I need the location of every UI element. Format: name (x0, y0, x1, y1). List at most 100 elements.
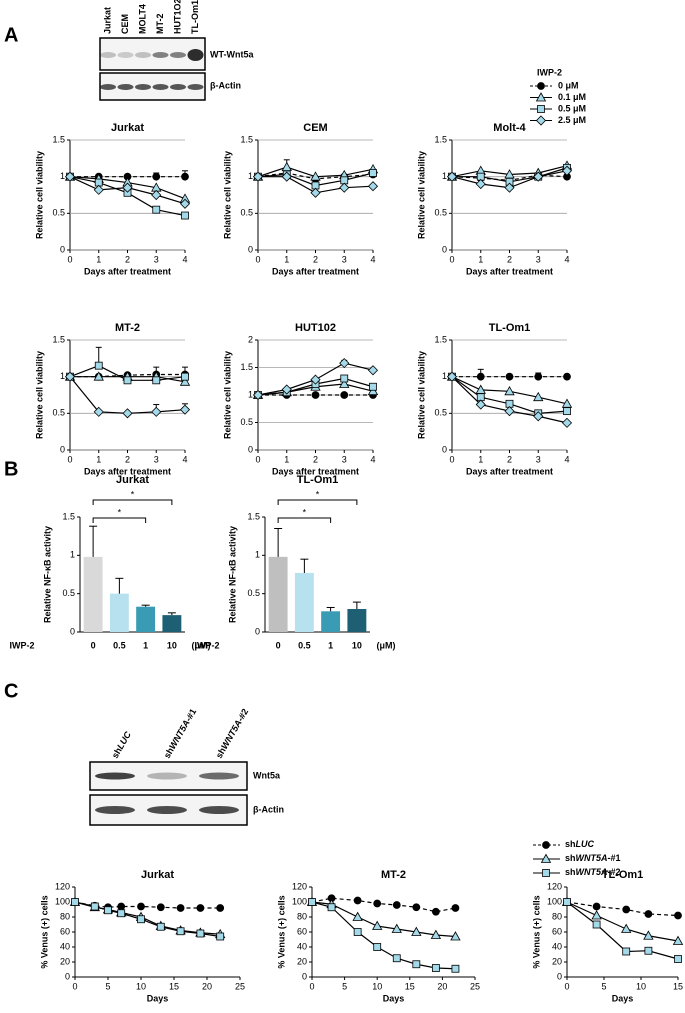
marker (644, 946, 653, 955)
error-bar (352, 601, 361, 609)
y-tick-label: 1.5 (62, 511, 75, 521)
y-tick-label: 0.5 (240, 417, 253, 427)
y-tick-label: 1 (442, 371, 447, 381)
blot-lane-label: Jurkat (102, 7, 112, 34)
x-axis-label: Days after treatment (272, 266, 359, 276)
significance-label: * (118, 507, 122, 517)
blot-box (99, 37, 206, 71)
marker (622, 947, 631, 956)
x-tick-label: 10 (167, 640, 177, 650)
significance-label: * (303, 507, 307, 517)
marker (252, 171, 264, 182)
blot-band (95, 772, 135, 780)
error-bar (89, 525, 98, 557)
marker (542, 841, 550, 849)
marker (391, 923, 402, 933)
x-tick-label: 20 (437, 981, 447, 991)
label-part: -#2 (608, 867, 621, 877)
blot-band (117, 84, 134, 90)
marker (152, 205, 161, 214)
marker (151, 189, 162, 201)
significance-bracket (92, 517, 147, 523)
blot-band (187, 84, 204, 90)
bar (136, 606, 156, 632)
marker (542, 869, 550, 877)
chart-title: Jurkat (116, 474, 149, 486)
marker (369, 382, 377, 391)
marker (475, 399, 486, 410)
x-tick-label: 1 (96, 454, 101, 464)
x-tick-label: 0 (449, 454, 454, 464)
x-tick-label: 4 (370, 454, 375, 464)
x-tick-label: 1 (478, 254, 483, 264)
x-tick-label: 4 (182, 254, 187, 264)
y-tick-label: 20 (60, 956, 70, 966)
label-part: LUC (576, 839, 595, 849)
y-tick-label: 40 (60, 941, 70, 951)
legend-label: shWNT5A-#2 (565, 867, 621, 877)
marker (563, 898, 571, 906)
x-tick-label: 10 (636, 981, 646, 991)
x-tick-label: 1 (143, 640, 148, 650)
blot-lane-label: TL-Om1 (190, 0, 200, 34)
y-tick-label: 1 (255, 550, 260, 560)
panel-label: B (4, 458, 18, 480)
legend-label: 0.1 μM (558, 92, 586, 102)
marker (446, 171, 458, 182)
y-tick-label: 1 (60, 171, 65, 181)
y-tick-label: 0 (442, 444, 447, 454)
blot-band (152, 84, 169, 90)
x-tick-label: 2 (313, 454, 318, 464)
y-tick-label: 0 (60, 244, 65, 254)
marker (430, 929, 442, 939)
chart-title: Molt-4 (493, 122, 526, 134)
marker (504, 386, 515, 396)
x-axis-label: Days after treatment (466, 266, 553, 276)
marker (367, 365, 379, 376)
x-tick-label: 4 (564, 454, 569, 464)
x-tick-label: 3 (342, 254, 347, 264)
significance-label: * (316, 489, 320, 499)
unit-label: (μM) (377, 640, 396, 650)
blot-box (99, 72, 206, 101)
y-axis-label: % Venus (+) cells (531, 895, 541, 968)
x-tick-label: 10 (352, 640, 362, 650)
x-axis-label: Days after treatment (84, 266, 171, 276)
marker (372, 920, 383, 930)
x-axis-label: Days after treatment (84, 466, 171, 476)
marker (310, 187, 321, 198)
panel-label: C (4, 680, 18, 702)
blot-lane-label: HUT1O2 (172, 0, 182, 34)
y-axis-label: Relative cell viability (416, 151, 426, 239)
bar (321, 611, 341, 632)
x-tick-label: 25 (235, 981, 245, 991)
unit-label: (μM) (192, 640, 211, 650)
x-tick-label: 3 (154, 454, 159, 464)
marker (592, 902, 601, 911)
marker (622, 905, 631, 914)
marker (181, 372, 189, 381)
label-part: WNT5A (576, 853, 608, 863)
x-tick-label: 0 (564, 981, 569, 991)
y-tick-label: 60 (297, 926, 307, 936)
label-part: sh (214, 746, 228, 760)
bar (83, 556, 103, 632)
marker (327, 903, 336, 912)
marker (392, 901, 401, 909)
x-tick-label: 1 (284, 254, 289, 264)
marker (64, 171, 76, 182)
blot-band (170, 52, 186, 58)
blot-band (100, 52, 116, 58)
y-tick-label: 0.5 (434, 408, 447, 418)
x-tick-label: 5 (105, 981, 110, 991)
marker (339, 378, 350, 388)
y-tick-label: 0.5 (52, 408, 65, 418)
marker (123, 376, 132, 385)
marker (674, 955, 682, 963)
marker (151, 406, 162, 417)
label-part: -#1 (608, 853, 621, 863)
marker (196, 904, 205, 912)
chart-title: TL-Om1 (602, 869, 644, 881)
marker (412, 903, 421, 912)
x-tick-label: 4 (182, 454, 187, 464)
